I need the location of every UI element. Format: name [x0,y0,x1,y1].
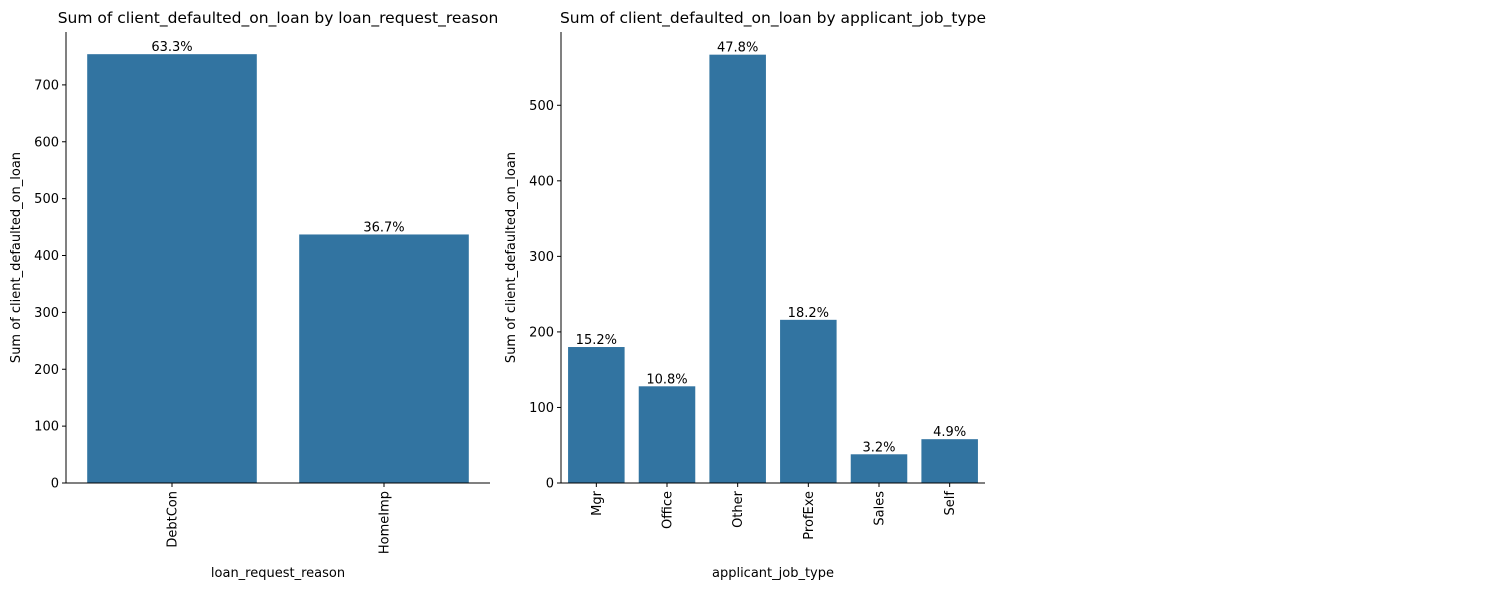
bar [299,234,469,483]
value-label: 47.8% [717,41,758,56]
y-tick-label: 500 [34,192,59,207]
y-axis-label: Sum of client_defaulted_on_loan [9,152,24,363]
x-tick-label: Mgr [590,490,605,515]
y-tick-label: 0 [51,477,59,492]
y-tick-label: 700 [34,78,59,93]
x-tick-label: DebtCon [166,491,181,548]
y-tick-label: 100 [34,420,59,435]
y-tick-label: 200 [34,363,59,378]
value-label: 15.2% [576,333,617,348]
x-tick-label: Sales [873,491,888,526]
y-tick-label: 400 [34,249,59,264]
bar [850,454,908,483]
y-tick-label: 400 [529,174,554,189]
value-label: 18.2% [788,306,829,321]
x-axis-label: loan_request_reason [211,566,345,581]
y-tick-label: 300 [34,306,59,321]
x-tick-label: Office [661,491,676,529]
bar [780,319,837,483]
y-tick-label: 300 [529,250,554,265]
chart-title: Sum of client_defaulted_on_loan by appli… [560,9,986,28]
x-tick-label: HomeImp [378,491,393,554]
y-tick-label: 600 [34,135,59,150]
x-axis-label: applicant_job_type [712,566,834,581]
bar [709,54,766,483]
y-tick-label: 200 [529,325,554,340]
value-label: 63.3% [151,40,192,55]
value-label: 4.9% [933,425,966,440]
y-tick-label: 100 [529,401,554,416]
chart-title: Sum of client_defaulted_on_loan by loan_… [58,9,499,28]
value-label: 36.7% [363,220,404,235]
bar [87,54,257,483]
y-tick-label: 0 [546,477,554,492]
bar [921,439,978,483]
x-tick-label: Other [731,490,746,528]
value-label: 3.2% [862,440,895,455]
x-tick-label: Self [943,491,958,516]
bar [568,347,625,483]
y-axis-label: Sum of client_defaulted_on_loan [504,152,519,363]
x-tick-label: ProfExe [802,491,817,540]
value-label: 10.8% [646,372,687,387]
bar [638,386,696,483]
y-tick-label: 500 [529,99,554,114]
